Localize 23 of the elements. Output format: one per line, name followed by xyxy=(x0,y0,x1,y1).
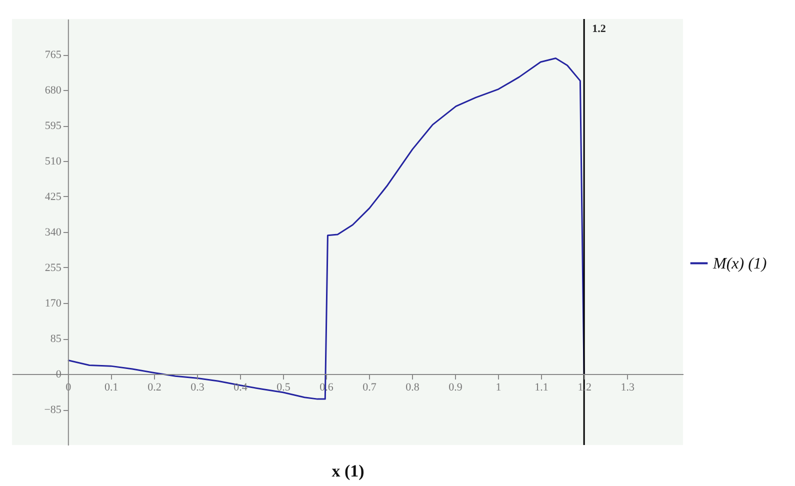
x-tick-label: 1.1 xyxy=(534,382,548,394)
x-tick-label: 0.3 xyxy=(190,382,205,394)
ref-line-label: 1.2 xyxy=(592,23,606,35)
y-tick-label: 680 xyxy=(44,84,62,96)
x-tick-label: 0.7 xyxy=(362,382,377,394)
x-tick-label: 0.9 xyxy=(448,382,463,394)
y-tick-label: 510 xyxy=(44,156,62,168)
y-tick-label: 765 xyxy=(44,49,62,61)
legend-label: M(x) (1) xyxy=(712,255,767,272)
y-tick-label: −85 xyxy=(44,404,62,416)
y-tick-label: 340 xyxy=(44,226,62,238)
x-tick-label: 1 xyxy=(496,382,502,394)
y-tick-label: 595 xyxy=(44,120,62,132)
y-tick-label: 170 xyxy=(44,298,62,310)
x-tick-label: 0.2 xyxy=(148,382,162,394)
y-tick-label: 85 xyxy=(50,333,62,345)
x-tick-label: 0.8 xyxy=(406,382,420,394)
y-tick-label: 255 xyxy=(44,262,62,274)
x-axis-title: x (1) xyxy=(332,462,364,480)
y-tick-label: 425 xyxy=(44,191,62,203)
x-tick-label: 0.5 xyxy=(276,382,291,394)
x-tick-label: 0.1 xyxy=(104,382,118,394)
x-tick-label: 1.3 xyxy=(620,382,635,394)
